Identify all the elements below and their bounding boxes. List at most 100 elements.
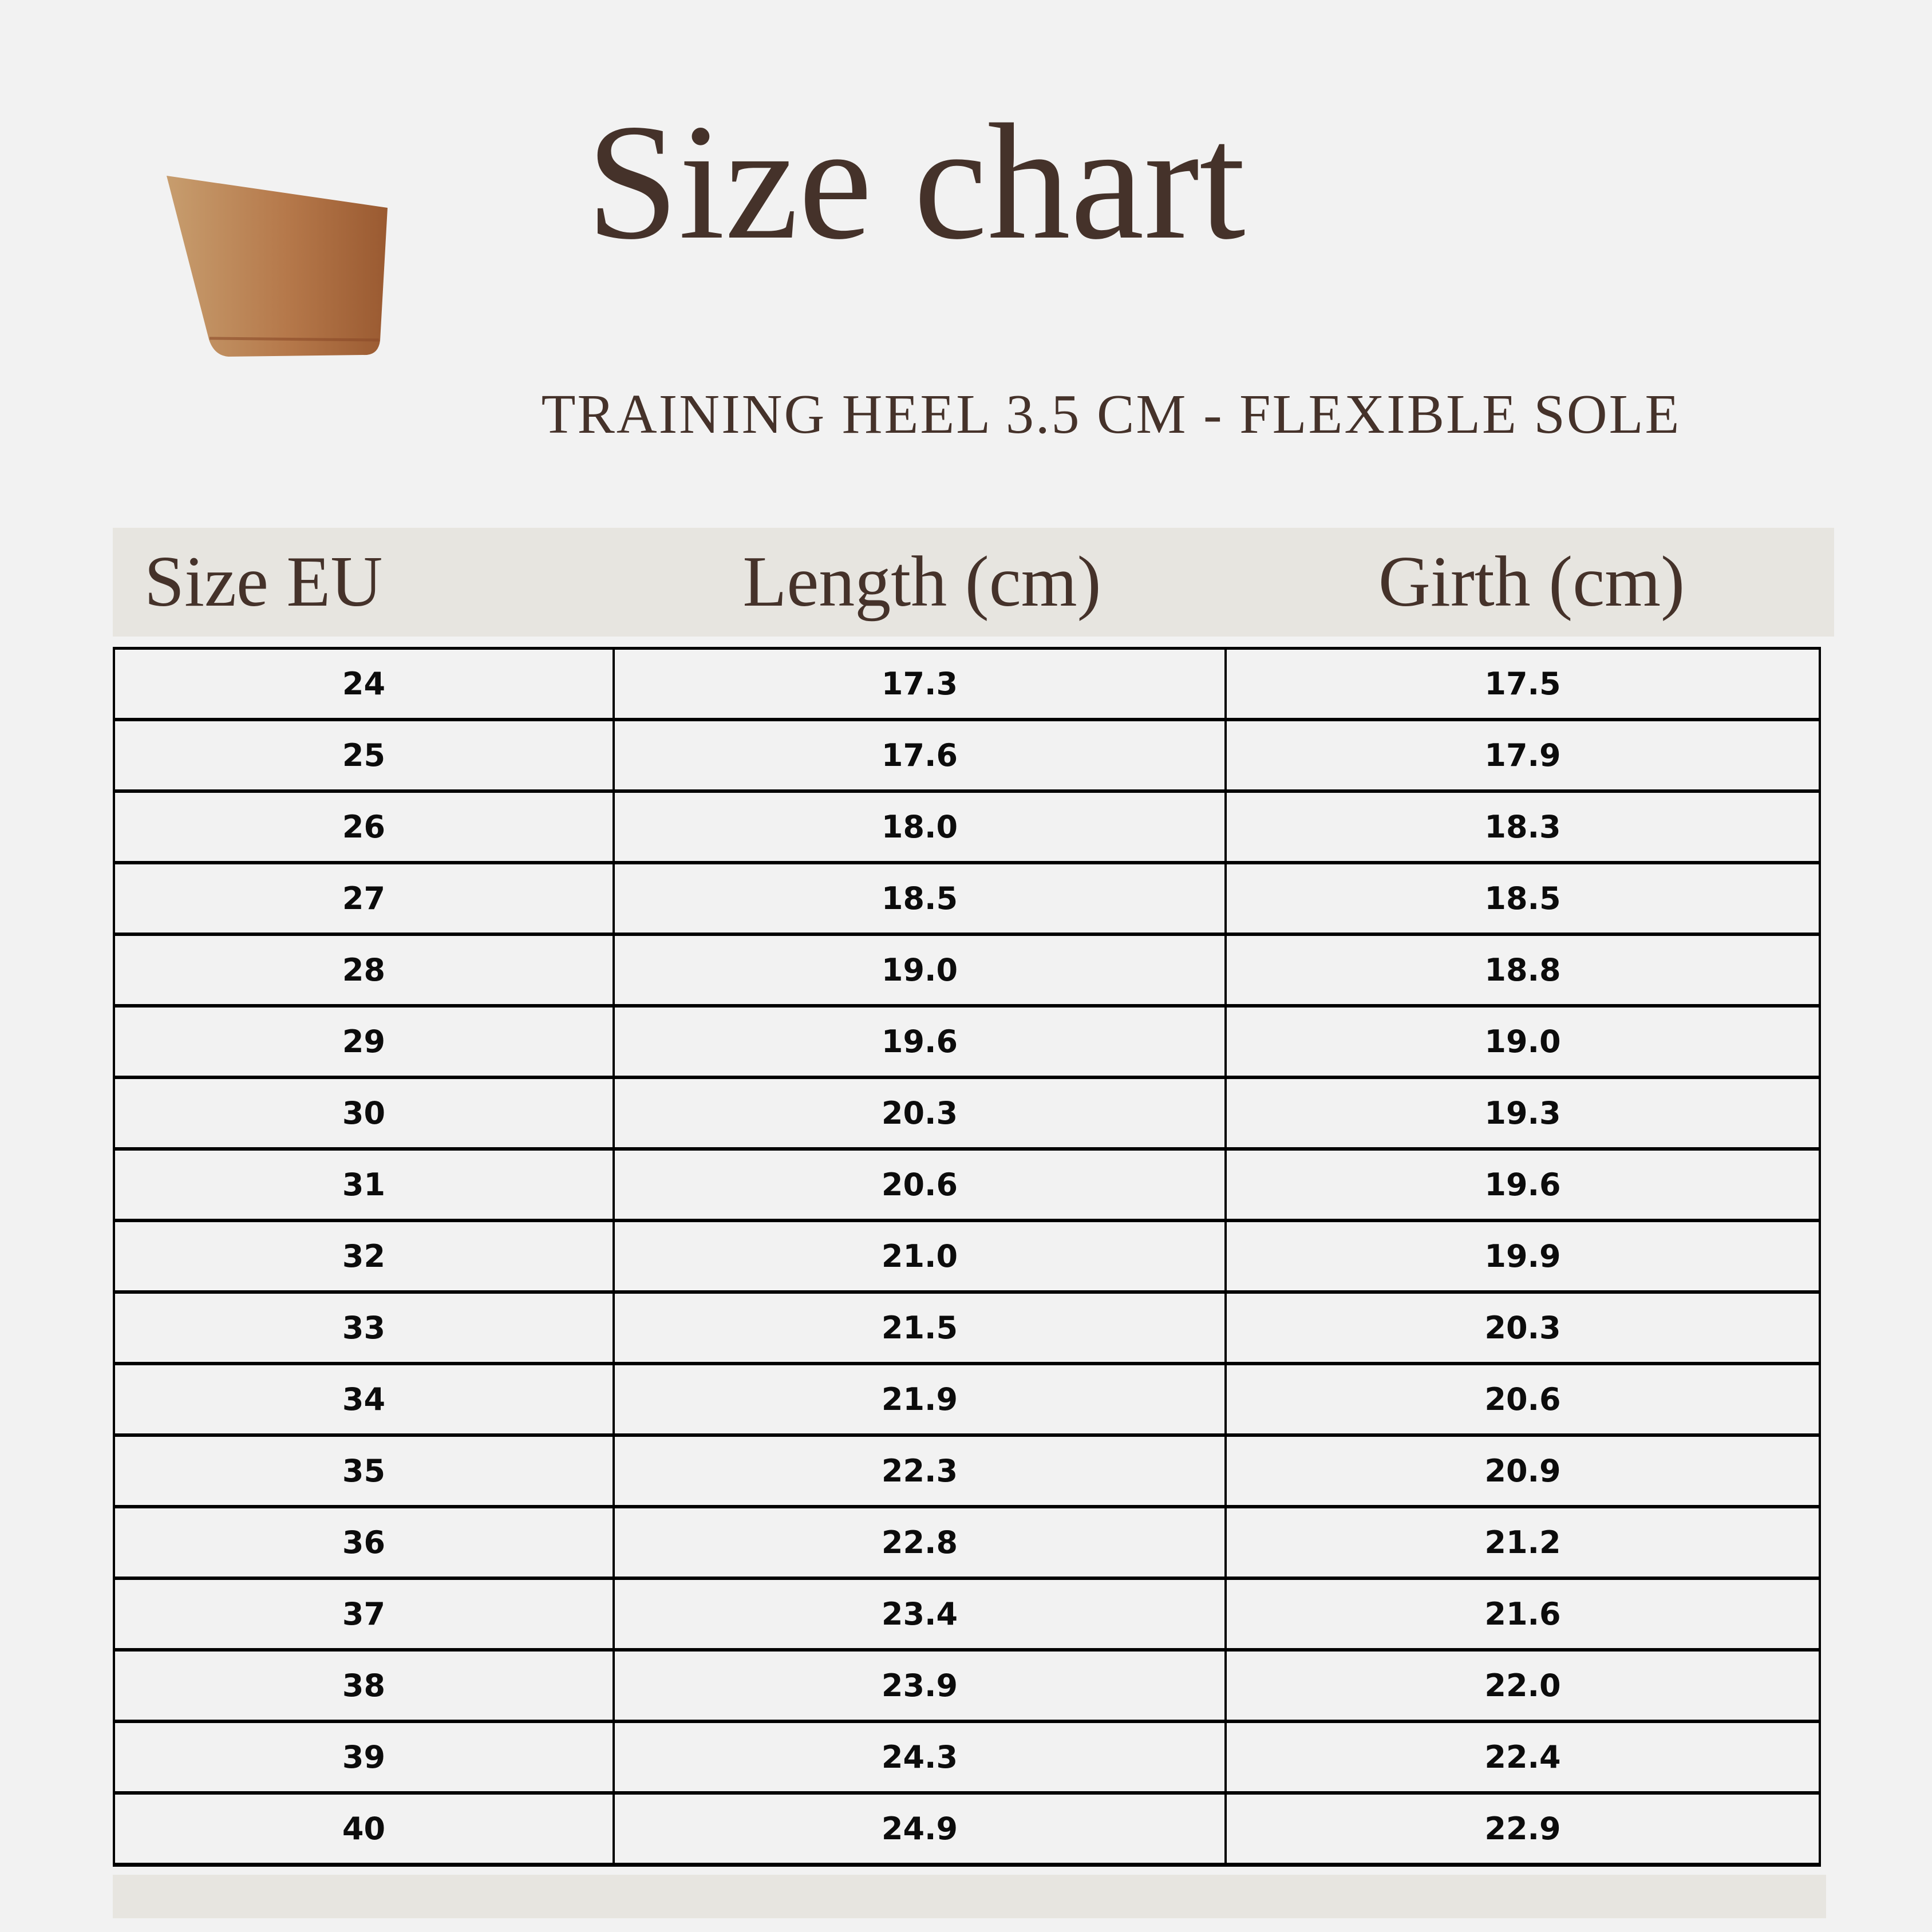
- table-row: 37 23.4 21.6: [115, 1580, 1819, 1652]
- cell-value: 22.3: [881, 1453, 958, 1489]
- cell-value: 20.3: [1484, 1310, 1561, 1346]
- page-title: Size chart: [586, 90, 1246, 274]
- cell-value: 18.5: [1484, 880, 1561, 916]
- cell-value: 19.6: [1484, 1167, 1561, 1203]
- table-cell: 17.3: [615, 650, 1227, 718]
- table-cell: 22.9: [1227, 1795, 1819, 1863]
- cell-value: 19.0: [1484, 1024, 1561, 1060]
- table-cell: 22.0: [1227, 1652, 1819, 1720]
- table-cell: 21.0: [615, 1222, 1227, 1290]
- cell-value: 27: [342, 880, 386, 916]
- table-row: 26 18.0 18.3: [115, 793, 1819, 864]
- table-cell: 33: [115, 1294, 615, 1362]
- table-cell: 20.3: [615, 1079, 1227, 1147]
- cell-value: 21.6: [1484, 1596, 1561, 1632]
- cell-value: 26: [342, 809, 386, 845]
- table-cell: 21.9: [615, 1365, 1227, 1433]
- table-row: 29 19.6 19.0: [115, 1008, 1819, 1079]
- table-cell: 24.3: [615, 1723, 1227, 1791]
- table-cell: 20.9: [1227, 1437, 1819, 1505]
- table-cell: 21.5: [615, 1294, 1227, 1362]
- cell-value: 18.0: [881, 809, 958, 845]
- cell-value: 21.5: [881, 1310, 958, 1346]
- column-header-girth: Girth (cm): [1378, 542, 1685, 622]
- heel-body: [167, 176, 388, 357]
- column-header-size-eu: Size EU: [144, 542, 383, 622]
- table-row: 30 20.3 19.3: [115, 1079, 1819, 1151]
- table-row: 39 24.3 22.4: [115, 1723, 1819, 1795]
- table-cell: 17.6: [615, 721, 1227, 789]
- cell-value: 25: [342, 737, 386, 773]
- table-cell: 19.6: [1227, 1151, 1819, 1219]
- cell-value: 17.6: [881, 737, 958, 773]
- cell-value: 17.3: [881, 666, 958, 702]
- page-subtitle: TRAINING HEEL 3.5 CM - FLEXIBLE SOLE: [541, 384, 1681, 445]
- cell-value: 33: [342, 1310, 386, 1346]
- table-cell: 39: [115, 1723, 615, 1791]
- cell-value: 20.3: [881, 1095, 958, 1131]
- table-cell: 21.2: [1227, 1508, 1819, 1577]
- cell-value: 18.8: [1484, 952, 1561, 988]
- table-cell: 22.4: [1227, 1723, 1819, 1791]
- table-cell: 19.3: [1227, 1079, 1819, 1147]
- table-cell: 17.9: [1227, 721, 1819, 789]
- table-cell: 25: [115, 721, 615, 789]
- cell-value: 17.5: [1484, 666, 1561, 702]
- cell-value: 23.9: [881, 1668, 958, 1704]
- table-cell: 26: [115, 793, 615, 861]
- cell-value: 20.6: [881, 1167, 958, 1203]
- cell-value: 18.5: [881, 880, 958, 916]
- table-cell: 17.5: [1227, 650, 1819, 718]
- table-row: 36 22.8 21.2: [115, 1508, 1819, 1580]
- size-table-body: 24 17.3 17.5 25 17.6 17.9 26 18.0 18.3 27 18.5 18.5…: [115, 650, 1819, 1863]
- table-cell: 22.3: [615, 1437, 1227, 1505]
- table-row: 34 21.9 20.6: [115, 1365, 1819, 1437]
- table-cell: 19.0: [615, 936, 1227, 1004]
- table-row: 38 23.9 22.0: [115, 1652, 1819, 1723]
- table-row: 32 21.0 19.9: [115, 1222, 1819, 1294]
- table-cell: 22.8: [615, 1508, 1227, 1577]
- cell-value: 24.3: [881, 1739, 958, 1775]
- cell-value: 39: [342, 1739, 386, 1775]
- cell-value: 22.4: [1484, 1739, 1561, 1775]
- table-cell: 35: [115, 1437, 615, 1505]
- table-row: 28 19.0 18.8: [115, 936, 1819, 1008]
- table-row: 35 22.3 20.9: [115, 1437, 1819, 1508]
- table-cell: 38: [115, 1652, 615, 1720]
- cell-value: 29: [342, 1024, 386, 1060]
- cell-value: 40: [342, 1811, 386, 1847]
- cell-value: 32: [342, 1238, 386, 1274]
- table-cell: 29: [115, 1008, 615, 1076]
- table-cell: 31: [115, 1151, 615, 1219]
- cell-value: 31: [342, 1167, 386, 1203]
- table-cell: 28: [115, 936, 615, 1004]
- cell-value: 19.6: [881, 1024, 958, 1060]
- cell-value: 19.3: [1484, 1095, 1561, 1131]
- cell-value: 22.8: [881, 1524, 958, 1560]
- table-cell: 34: [115, 1365, 615, 1433]
- table-cell: 20.6: [615, 1151, 1227, 1219]
- table-header-band: Size EU Length (cm) Girth (cm): [113, 528, 1834, 637]
- cell-value: 24: [342, 666, 386, 702]
- cell-value: 23.4: [881, 1596, 958, 1632]
- table-cell: 18.5: [1227, 864, 1819, 933]
- cell-value: 22.9: [1484, 1811, 1561, 1847]
- table-row: 24 17.3 17.5: [115, 650, 1819, 721]
- table-cell: 18.5: [615, 864, 1227, 933]
- table-row: 33 21.5 20.3: [115, 1294, 1819, 1365]
- heel-icon: [167, 176, 388, 357]
- cell-value: 18.3: [1484, 809, 1561, 845]
- table-cell: 19.9: [1227, 1222, 1819, 1290]
- table-cell: 18.8: [1227, 936, 1819, 1004]
- cell-value: 19.0: [881, 952, 958, 988]
- table-cell: 20.3: [1227, 1294, 1819, 1362]
- cell-value: 21.2: [1484, 1524, 1561, 1560]
- bottom-accent-band: [113, 1875, 1826, 1918]
- table-cell: 18.0: [615, 793, 1227, 861]
- table-cell: 37: [115, 1580, 615, 1648]
- cell-value: 36: [342, 1524, 386, 1560]
- cell-value: 28: [342, 952, 386, 988]
- table-cell: 23.9: [615, 1652, 1227, 1720]
- cell-value: 22.0: [1484, 1668, 1561, 1704]
